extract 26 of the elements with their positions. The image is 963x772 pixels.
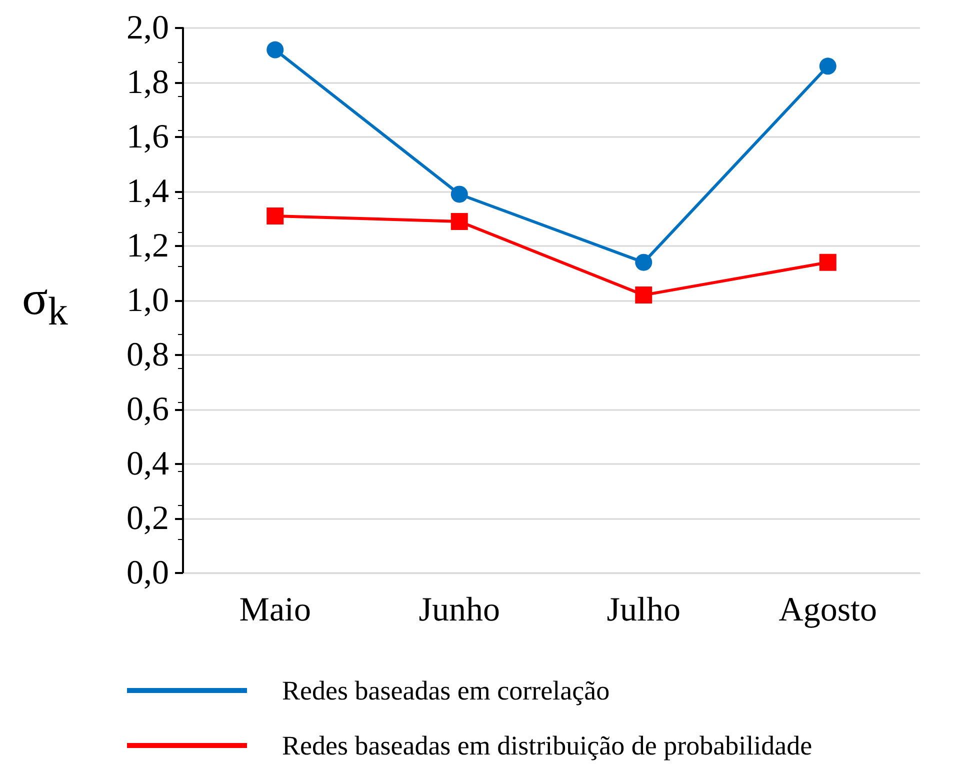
y-tick-label: 1,0 xyxy=(126,282,169,319)
x-tick-label: Maio xyxy=(239,592,312,628)
y-tick-label: 1,8 xyxy=(126,64,169,101)
y-tick-label: 1,2 xyxy=(126,228,169,264)
x-tick-label: Agosto xyxy=(778,592,877,628)
y-tick-label: 0,0 xyxy=(126,554,169,592)
point xyxy=(635,254,652,271)
x-tick-label: Junho xyxy=(418,592,500,628)
x-tick-label: Julho xyxy=(606,592,680,628)
y-tick-label: 1,6 xyxy=(126,118,169,156)
y-tick-label: 0,8 xyxy=(126,336,169,374)
y-tick-label: 1,4 xyxy=(126,173,169,210)
point xyxy=(450,212,468,230)
legend-label: Redes baseadas em distribuição de probabilidade xyxy=(282,730,812,760)
point xyxy=(819,58,836,75)
y-axis-title: σ$_{k}$ xyxy=(22,272,68,334)
point xyxy=(266,41,284,58)
point xyxy=(635,286,652,304)
point xyxy=(450,186,468,203)
y-tick-label: 0,4 xyxy=(126,446,169,482)
point xyxy=(266,208,284,225)
y-tick-label: 0,2 xyxy=(126,500,169,537)
y-tick-label: 0,6 xyxy=(126,391,169,428)
point xyxy=(819,254,836,271)
legend-label: Redes baseadas em correlação xyxy=(282,676,610,706)
y-tick-label: 2,0 xyxy=(126,10,169,46)
